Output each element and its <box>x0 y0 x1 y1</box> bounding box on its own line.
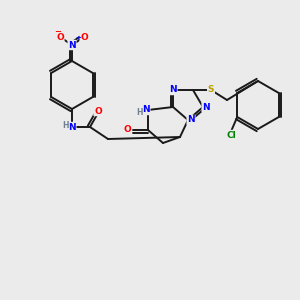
Text: O: O <box>94 106 102 116</box>
Text: N: N <box>68 122 76 131</box>
Text: H: H <box>62 121 68 130</box>
Text: S: S <box>208 85 214 94</box>
Text: +: + <box>75 35 81 41</box>
Text: N: N <box>142 106 150 115</box>
Text: O: O <box>80 32 88 41</box>
Text: N: N <box>187 116 195 124</box>
Text: O: O <box>123 125 131 134</box>
Text: N: N <box>202 103 210 112</box>
Text: O: O <box>56 32 64 41</box>
Text: −: − <box>54 27 61 36</box>
Text: H: H <box>136 108 142 117</box>
Text: N: N <box>169 85 177 94</box>
Text: N: N <box>68 40 76 50</box>
Text: Cl: Cl <box>226 130 236 140</box>
